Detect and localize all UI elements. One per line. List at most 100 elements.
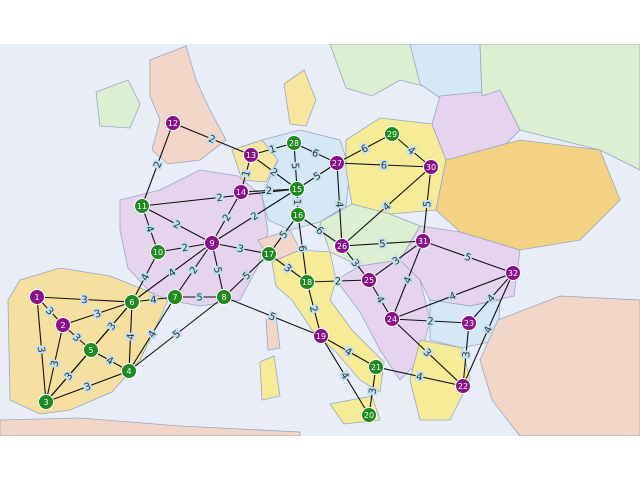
edge-weight-bg: [240, 269, 253, 282]
node-circle: [461, 315, 477, 331]
edge-weight-text: 2: [335, 276, 342, 287]
edge-weight-bg: [70, 331, 84, 344]
edge-weight-text: 5: [211, 266, 223, 275]
node-20: 20: [361, 407, 377, 423]
edge-weight-23-24: 2: [426, 315, 435, 328]
node-circle: [289, 181, 305, 197]
node-18: 18: [299, 274, 315, 290]
edge-weight-text: 2: [188, 265, 201, 276]
node-28: 28: [286, 135, 302, 151]
edge-weight-bg: [36, 345, 47, 354]
node-label: 23: [464, 319, 474, 328]
edge-weight-text: 4: [150, 295, 158, 307]
node-label: 2: [60, 321, 65, 330]
node-circle: [423, 159, 439, 175]
node-3: 3: [38, 394, 54, 410]
node-label: 27: [332, 159, 342, 168]
edge-weight-bg: [310, 169, 324, 183]
edge-weight-bg: [145, 327, 159, 341]
node-label: 24: [387, 315, 397, 324]
edge-weight-text: 3: [81, 295, 88, 306]
edge-weight-3-4: 3: [82, 380, 93, 394]
edge-weight-text: 2: [207, 134, 217, 147]
edge-weight-text: 3: [35, 346, 47, 353]
node-label: 25: [364, 276, 374, 285]
node-circle: [204, 235, 220, 251]
node-circle: [134, 198, 150, 214]
edge-weight-bg: [446, 289, 459, 303]
edge-weight-bg: [165, 266, 179, 279]
edge-weight-bg: [187, 263, 200, 277]
node-label: 8: [221, 293, 226, 302]
node-circle: [334, 238, 350, 254]
edge-weight-1-6: 3: [80, 294, 89, 306]
node-7: 7: [167, 289, 183, 305]
node-label: 12: [168, 119, 178, 128]
edge-weight-15-28: 5: [289, 161, 301, 171]
edge-weight-bg: [358, 142, 371, 155]
denmark-region: [283, 69, 317, 127]
node-27: 27: [329, 155, 345, 171]
edge-weight-text: 5: [196, 293, 202, 304]
edge-weight-bg: [92, 307, 103, 320]
edge-weight-text: 5: [312, 170, 323, 183]
node-circle: [29, 289, 45, 305]
edge-weight-text: 3: [83, 381, 93, 394]
edge-weight-bg: [309, 146, 322, 160]
node-circle: [286, 135, 302, 151]
edge-weight-bg: [297, 243, 308, 254]
north-africa-region: [0, 417, 301, 436]
node-24: 24: [384, 311, 400, 327]
edge-weight-text: 2: [427, 316, 434, 327]
edge-weight-bg: [43, 304, 57, 318]
edge-weight-bg: [460, 350, 472, 359]
edge-weight-text: 1: [291, 199, 302, 206]
edge-weight-text: 3: [391, 255, 403, 268]
edge-weight-bg: [180, 241, 190, 254]
edge-weight-17-18: 3: [282, 261, 295, 275]
edge-weight-16-18: 6: [296, 243, 308, 254]
edge-weight-text: 3: [106, 321, 119, 333]
edge-weight-bg: [48, 358, 61, 369]
edge-weight-text: 4: [343, 346, 354, 359]
node-circle: [329, 155, 345, 171]
edge-weight-text: 2: [266, 186, 273, 197]
node-circle: [455, 378, 471, 394]
balkans-region: [335, 259, 431, 381]
edge-weight-text: 3: [348, 258, 361, 270]
edge-weight-text: 6: [381, 160, 388, 171]
edge-weight-5-6: 3: [105, 319, 119, 333]
edge-weight-text: 4: [104, 355, 115, 368]
edge-weight-18-25: 2: [333, 275, 343, 288]
edge-weight-text: 5: [463, 252, 473, 265]
edge-weight-9-17: 3: [235, 242, 246, 255]
edge-weight-text: 3: [461, 351, 473, 358]
node-label: 13: [246, 151, 256, 160]
edge-weight-bg: [389, 254, 403, 267]
node-label: 30: [426, 163, 436, 172]
edge-weight-text: 4: [333, 201, 344, 208]
edge-weight-bg: [171, 218, 183, 231]
edge-weight-13-14: 1: [240, 168, 253, 179]
node-circle: [167, 289, 183, 305]
edge-weight-text: 3: [236, 243, 244, 255]
edge-weight-4-6: 4: [125, 332, 137, 341]
edge-weight-9-14: 2: [220, 211, 234, 224]
edge-weight-text: 4: [415, 371, 424, 383]
edge-weight-text: 2: [152, 160, 165, 170]
edge-weight-text: 5: [171, 328, 183, 341]
edge-weight-bg: [421, 346, 434, 359]
edge-weight-bg: [313, 224, 327, 237]
edge-weight-21-20: 3: [366, 386, 379, 396]
node-label: 28: [289, 139, 299, 148]
node-label: 32: [508, 269, 518, 278]
node-10: 10: [150, 244, 166, 260]
edge-weight-13-28: 1: [267, 143, 278, 156]
node-6: 6: [124, 294, 140, 310]
edge-weight-bg: [143, 223, 157, 235]
node-label: 5: [88, 346, 93, 355]
edge-weight-text: 2: [221, 213, 234, 224]
edge-weight-1-3: 3: [35, 345, 47, 354]
edge-weight-text: 4: [448, 291, 458, 304]
edge-weight-text: 1: [241, 169, 253, 178]
